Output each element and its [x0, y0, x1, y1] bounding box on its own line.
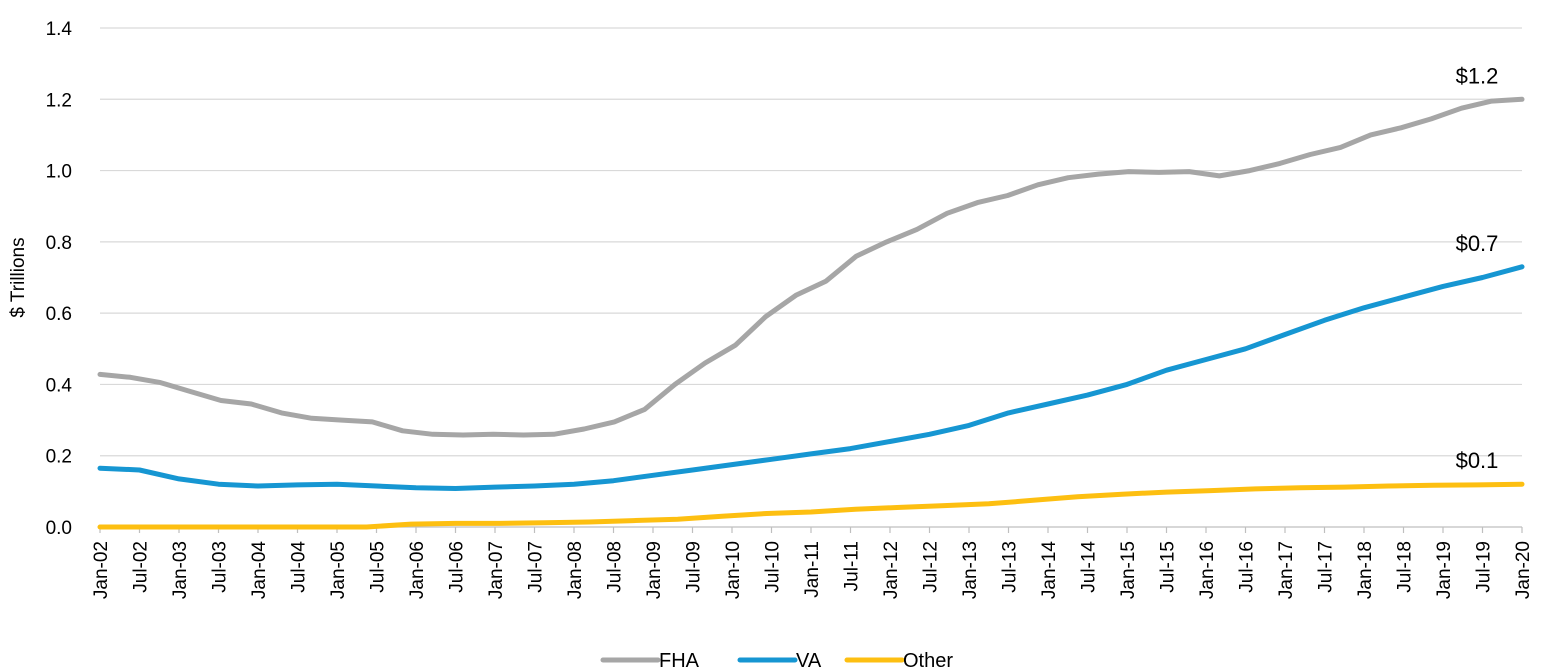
y-tick-label: 0.2 — [46, 447, 72, 468]
y-tick-label: 1.2 — [46, 90, 72, 111]
y-tick-label: 0.4 — [46, 375, 73, 396]
x-tick-label: Jan-05 — [328, 541, 349, 599]
x-tick-label: Jan-09 — [644, 541, 665, 599]
x-tick-label: Jul-10 — [763, 541, 784, 593]
y-tick-label: 1.4 — [46, 19, 73, 40]
end-label-fha: $1.2 — [1456, 63, 1499, 88]
y-tick-label: 0.0 — [46, 518, 72, 539]
x-tick-label: Jul-14 — [1079, 541, 1100, 593]
x-tick-label: Jan-13 — [960, 541, 981, 599]
x-axis-ticks: Jan-02 Jul-02 Jan-03 Jul-03 Jan-04 Jul-04 Jan-… — [91, 527, 1534, 599]
x-tick-label: Jan-15 — [1118, 541, 1139, 599]
x-tick-label: Jul-12 — [921, 541, 942, 593]
x-tick-label: Jul-11 — [842, 541, 863, 591]
x-tick-label: Jul-08 — [605, 541, 626, 593]
x-tick-label: Jul-06 — [447, 541, 468, 593]
x-tick-label: Jul-02 — [131, 541, 152, 593]
x-tick-label: Jul-04 — [289, 541, 310, 593]
x-tick-label: Jan-17 — [1276, 541, 1297, 599]
x-tick-label: Jul-15 — [1158, 541, 1179, 593]
x-tick-label: Jul-19 — [1474, 541, 1495, 593]
y-tick-label: 0.6 — [46, 304, 72, 325]
x-tick-label: Jul-05 — [368, 541, 389, 593]
y-axis-ticks: 0.0 0.2 0.4 0.6 0.8 1.0 1.2 1.4 — [46, 19, 73, 539]
legend-label-va: VA — [796, 650, 822, 671]
x-tick-label: Jan-08 — [565, 541, 586, 599]
x-tick-label: Jan-12 — [881, 541, 902, 599]
x-tick-label: Jan-14 — [1039, 541, 1060, 600]
end-label-other: $0.1 — [1456, 448, 1499, 473]
x-tick-label: Jul-18 — [1395, 541, 1416, 593]
x-tick-label: Jan-10 — [723, 541, 744, 599]
legend: FHA VA Other — [603, 650, 953, 671]
x-tick-label: Jan-19 — [1434, 541, 1455, 599]
y-tick-label: 1.0 — [46, 162, 72, 183]
x-tick-label: Jan-20 — [1513, 541, 1534, 599]
x-tick-label: Jan-02 — [91, 541, 112, 599]
y-tick-label: 0.8 — [46, 233, 72, 254]
x-tick-label: Jan-07 — [486, 541, 507, 599]
x-tick-label: Jul-16 — [1237, 541, 1258, 593]
legend-label-other: Other — [903, 650, 953, 671]
end-label-va: $0.7 — [1456, 231, 1499, 256]
x-tick-label: Jul-13 — [1000, 541, 1021, 593]
x-tick-label: Jan-11 — [802, 541, 823, 598]
end-labels: $1.2 $0.7 $0.1 — [1456, 63, 1499, 473]
x-tick-label: Jul-07 — [526, 541, 547, 593]
x-tick-label: Jan-06 — [407, 541, 428, 599]
x-tick-label: Jan-03 — [170, 541, 191, 599]
x-tick-label: Jan-16 — [1197, 541, 1218, 599]
x-tick-label: Jan-18 — [1355, 541, 1376, 599]
x-tick-label: Jul-09 — [684, 541, 705, 593]
y-axis-label: $ Trillions — [8, 237, 29, 317]
legend-label-fha: FHA — [659, 650, 700, 671]
x-tick-label: Jul-03 — [210, 541, 231, 593]
series-line-other — [100, 484, 1522, 527]
x-tick-label: Jan-04 — [249, 541, 270, 600]
x-tick-label: Jul-17 — [1316, 541, 1337, 593]
